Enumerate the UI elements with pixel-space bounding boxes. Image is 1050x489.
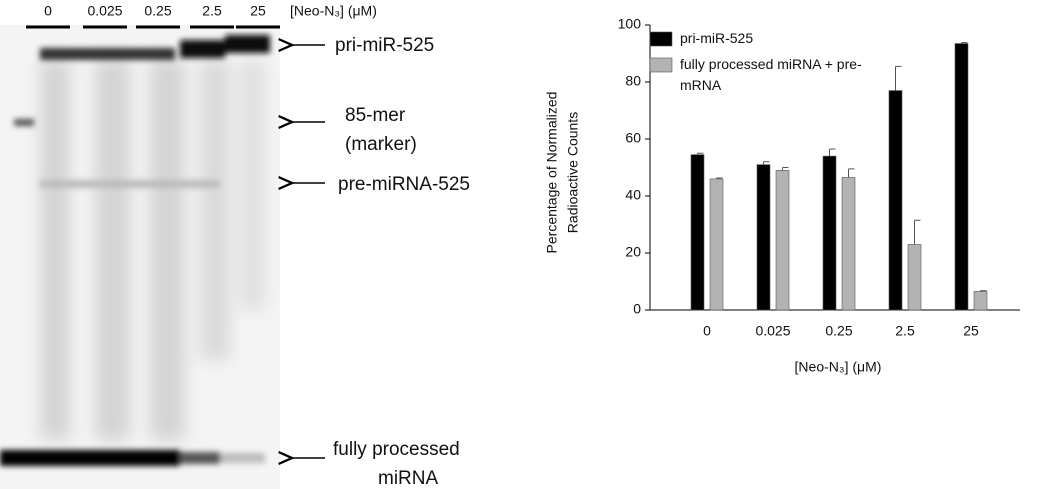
bar [954,43,969,311]
y-tick-label: 0 [633,301,641,317]
bar [973,291,988,311]
band-arrows [292,45,325,458]
error-bar [980,290,987,292]
y-tick-label: 40 [625,187,641,203]
bar [775,170,790,311]
legend-label: fully processed miRNA + pre-mRNA [680,56,862,93]
y-tick-label: 20 [625,244,641,260]
y-tick-label: 80 [625,73,641,89]
y-axis-label: Radioactive Counts [565,112,581,233]
lane-label: 0 [44,3,52,19]
error-bar [848,168,855,178]
error-bar [961,42,968,44]
legend-label: pri-miR-525 [680,30,754,46]
band-label: miRNA [378,468,438,489]
bar [756,164,771,311]
error-bar [782,167,789,171]
error-bar [716,177,723,179]
gel-image [0,25,280,489]
lane-label: 0.025 [87,3,122,19]
lane-label: 2.5 [202,3,222,19]
error-bar [914,219,921,245]
y-axis-label: Percentage of Normalized [544,92,560,254]
band-label: (marker) [345,134,417,155]
error-bar [829,148,836,157]
y-tick-label: 60 [625,130,641,146]
band-label: fully processed [333,439,460,460]
bar [709,178,724,311]
x-tick-label: 0.25 [825,323,852,339]
lane-label: 25 [250,3,266,19]
band-label: 85-mer [345,105,406,126]
bar [822,155,837,311]
x-tick-label: 0.025 [755,323,790,339]
bar [888,90,903,311]
error-bar [697,152,704,155]
lane-label: 0.25 [144,3,171,19]
x-tick-label: 0 [703,323,711,339]
band-label: pri-miR-525 [335,35,434,56]
x-axis-label: [Neo-N₃] (μM) [795,359,882,375]
error-bar [763,161,770,165]
x-tick-label: 25 [963,323,979,339]
band-label: pre-miRNA-525 [338,174,470,195]
bar [690,154,705,311]
legend-swatch [649,57,673,73]
gel-header: [Neo-N₃] (μM) [290,3,377,19]
bar [841,177,856,311]
error-bar [895,65,902,91]
bar [907,244,922,311]
legend-swatch [649,31,673,47]
x-tick-label: 2.5 [895,323,915,339]
y-tick-label: 100 [618,16,642,32]
